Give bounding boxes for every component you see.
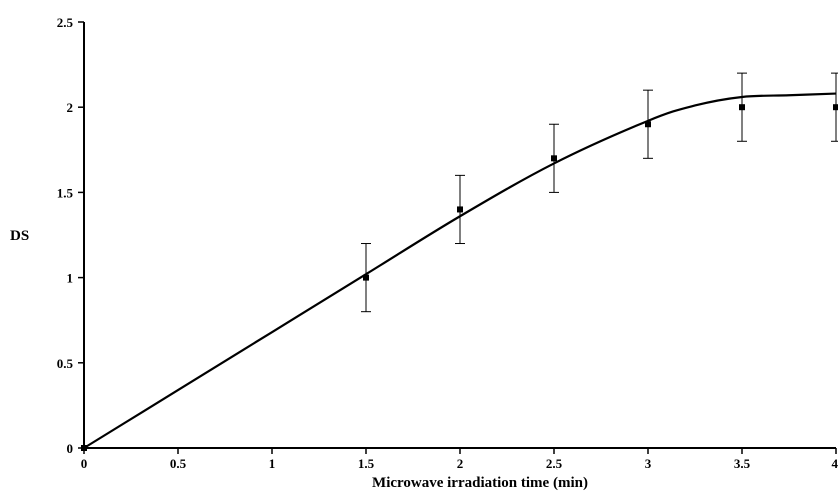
x-tick-label: 3 bbox=[645, 456, 652, 471]
x-tick-label: 2 bbox=[457, 456, 464, 471]
y-tick-label: 1 bbox=[67, 271, 74, 286]
y-tick-label: 0.5 bbox=[57, 356, 74, 371]
x-tick-label: 2.5 bbox=[546, 456, 563, 471]
y-tick-label: 1.5 bbox=[57, 185, 74, 200]
data-point bbox=[833, 104, 838, 111]
x-tick-label: 3.5 bbox=[734, 456, 751, 471]
fit-curve-line bbox=[83, 92, 837, 449]
y-axis-title: DS bbox=[10, 228, 29, 244]
data-point bbox=[457, 206, 463, 213]
x-tick-label: 1 bbox=[269, 456, 276, 471]
data-point bbox=[551, 155, 557, 162]
x-tick-label: 1.5 bbox=[358, 456, 375, 471]
data-point bbox=[739, 104, 745, 111]
y-tick-label: 2.5 bbox=[57, 15, 74, 30]
x-axis-title: Microwave irradiation time (min) bbox=[372, 475, 588, 491]
x-tick-label: 0 bbox=[81, 456, 88, 471]
x-tick-label: 4 bbox=[832, 456, 838, 471]
curve-layer bbox=[83, 92, 837, 449]
ticks: 0 0.5 1 1.5 2 2.5 3 3.5 4 0 0.5 1 1.5 2 2.5 bbox=[57, 15, 838, 471]
data-point bbox=[363, 274, 369, 281]
data-point bbox=[81, 445, 87, 451]
y-tick-label: 2 bbox=[67, 100, 74, 115]
data-point bbox=[645, 121, 651, 128]
x-tick-label: 0.5 bbox=[170, 456, 187, 471]
points-layer bbox=[81, 72, 838, 451]
y-tick-label: 0 bbox=[67, 441, 74, 456]
